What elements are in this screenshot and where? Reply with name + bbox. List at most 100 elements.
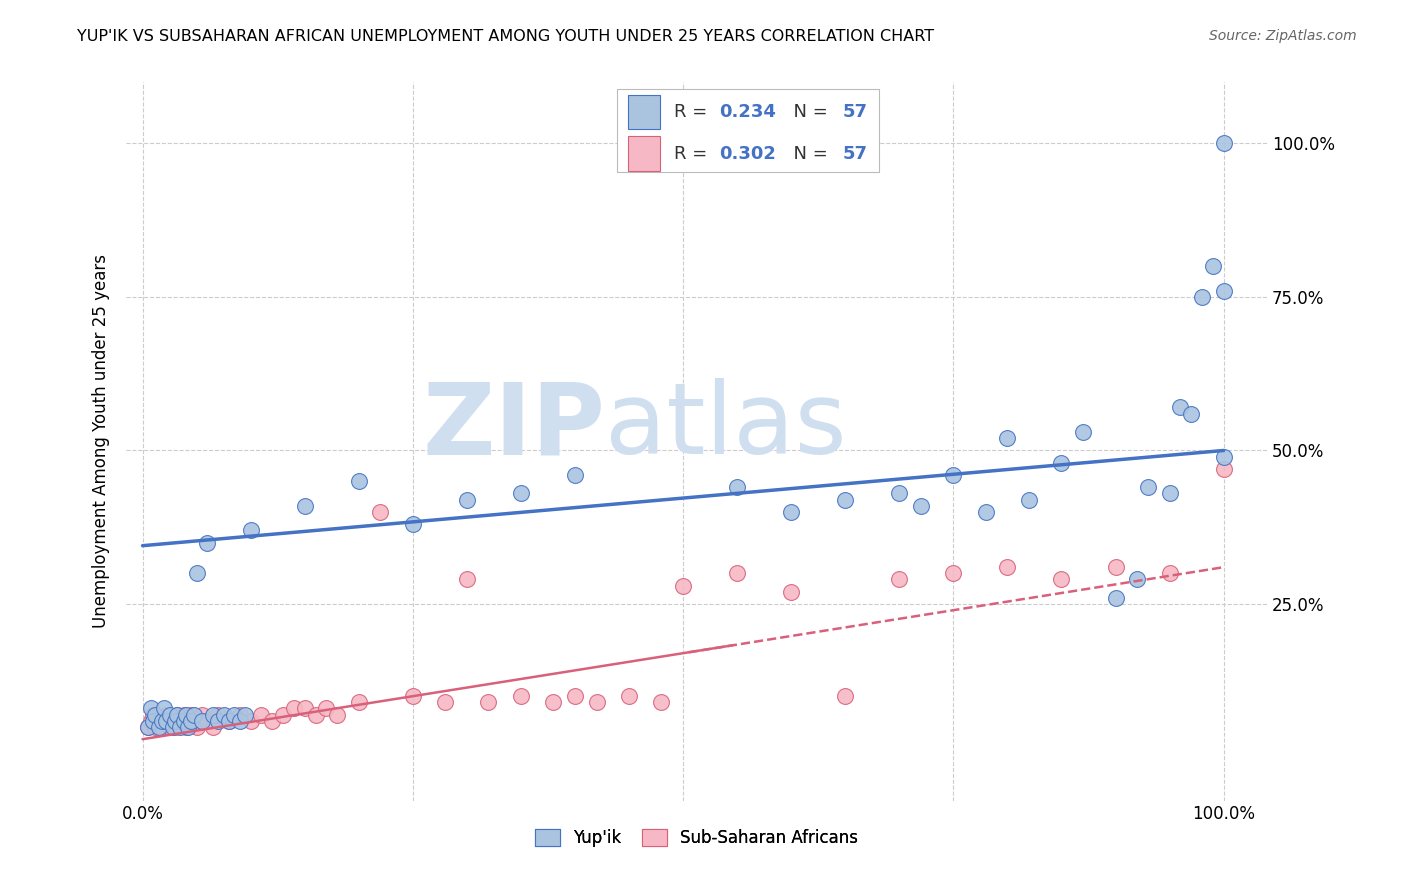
- Point: [218, 714, 240, 728]
- Point: [148, 714, 170, 728]
- Point: [136, 720, 159, 734]
- Point: [169, 720, 191, 734]
- Point: [1104, 591, 1126, 605]
- Point: [155, 707, 177, 722]
- Text: R =: R =: [673, 145, 713, 162]
- Point: [1170, 401, 1192, 415]
- Point: [271, 707, 294, 722]
- Point: [233, 707, 256, 722]
- Point: [145, 720, 167, 734]
- Point: [1159, 486, 1181, 500]
- FancyBboxPatch shape: [628, 95, 659, 129]
- Point: [186, 566, 208, 581]
- Point: [942, 468, 965, 483]
- Point: [163, 720, 186, 734]
- Text: YUP'IK VS SUBSAHARAN AFRICAN UNEMPLOYMENT AMONG YOUTH UNDER 25 YEARS CORRELATION: YUP'IK VS SUBSAHARAN AFRICAN UNEMPLOYMEN…: [77, 29, 935, 44]
- Point: [177, 714, 200, 728]
- Point: [191, 714, 214, 728]
- Point: [304, 707, 326, 722]
- FancyBboxPatch shape: [617, 89, 879, 172]
- Text: ZIP: ZIP: [422, 378, 606, 475]
- Point: [174, 707, 197, 722]
- Y-axis label: Unemployment Among Youth under 25 years: Unemployment Among Youth under 25 years: [93, 254, 110, 628]
- Point: [1212, 284, 1234, 298]
- Point: [162, 720, 184, 734]
- Point: [1180, 407, 1202, 421]
- Point: [402, 689, 425, 703]
- Point: [1071, 425, 1094, 439]
- Point: [166, 707, 188, 722]
- Point: [145, 707, 167, 722]
- Point: [294, 701, 316, 715]
- Point: [218, 714, 240, 728]
- Text: 0.234: 0.234: [720, 103, 776, 121]
- Point: [169, 714, 191, 728]
- Point: [283, 701, 305, 715]
- Point: [212, 707, 235, 722]
- Point: [889, 486, 911, 500]
- Point: [456, 492, 478, 507]
- Point: [725, 566, 748, 581]
- Point: [177, 720, 200, 734]
- Point: [834, 492, 856, 507]
- Point: [150, 720, 173, 734]
- Point: [183, 707, 205, 722]
- Point: [159, 707, 181, 722]
- Point: [1159, 566, 1181, 581]
- Point: [224, 707, 246, 722]
- Point: [650, 695, 672, 709]
- Point: [1136, 480, 1159, 494]
- Point: [155, 714, 177, 728]
- Text: Source: ZipAtlas.com: Source: ZipAtlas.com: [1209, 29, 1357, 43]
- Point: [250, 707, 273, 722]
- Point: [174, 720, 197, 734]
- Point: [1212, 450, 1234, 464]
- Text: N =: N =: [782, 103, 834, 121]
- Point: [229, 714, 252, 728]
- Point: [229, 707, 252, 722]
- Point: [197, 535, 219, 549]
- Point: [186, 720, 208, 734]
- Point: [142, 707, 165, 722]
- Point: [1050, 573, 1073, 587]
- Point: [997, 560, 1019, 574]
- Point: [150, 714, 173, 728]
- Text: 57: 57: [842, 145, 868, 162]
- Point: [1018, 492, 1040, 507]
- Point: [585, 695, 607, 709]
- Point: [153, 701, 176, 715]
- Point: [201, 720, 224, 734]
- Point: [1050, 456, 1073, 470]
- Point: [889, 573, 911, 587]
- Point: [974, 505, 997, 519]
- Text: 57: 57: [842, 103, 868, 121]
- Point: [509, 689, 531, 703]
- Point: [183, 714, 205, 728]
- Point: [166, 707, 188, 722]
- Point: [370, 505, 392, 519]
- Point: [564, 468, 586, 483]
- Point: [347, 474, 370, 488]
- FancyBboxPatch shape: [628, 136, 659, 170]
- Point: [1104, 560, 1126, 574]
- Text: 0.302: 0.302: [720, 145, 776, 162]
- Point: [1212, 462, 1234, 476]
- Point: [294, 499, 316, 513]
- Legend: Yup'ik, Sub-Saharan Africans: Yup'ik, Sub-Saharan Africans: [529, 822, 865, 854]
- Point: [780, 584, 803, 599]
- Point: [326, 707, 349, 722]
- Point: [910, 499, 932, 513]
- Point: [207, 714, 229, 728]
- Point: [197, 714, 219, 728]
- Point: [543, 695, 565, 709]
- Point: [141, 701, 163, 715]
- Point: [434, 695, 457, 709]
- Point: [207, 707, 229, 722]
- Text: N =: N =: [782, 145, 834, 162]
- Point: [148, 720, 170, 734]
- Point: [1202, 259, 1225, 273]
- Point: [315, 701, 337, 715]
- Point: [191, 707, 214, 722]
- Point: [1191, 290, 1213, 304]
- Point: [1212, 136, 1234, 151]
